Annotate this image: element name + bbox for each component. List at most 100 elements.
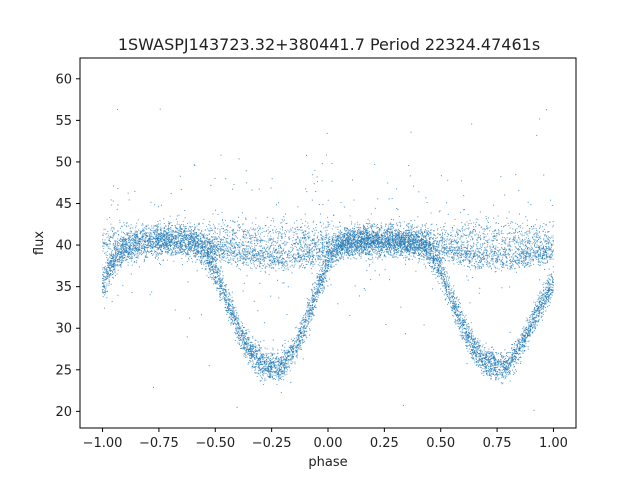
data-point xyxy=(244,344,246,346)
data-point xyxy=(248,362,250,364)
data-point xyxy=(481,357,483,359)
data-point xyxy=(393,223,395,225)
data-point xyxy=(190,246,192,248)
data-point xyxy=(509,365,511,367)
data-point xyxy=(150,241,152,243)
data-point xyxy=(351,243,353,245)
data-point xyxy=(306,325,308,327)
data-point xyxy=(109,262,111,264)
data-point xyxy=(465,332,467,334)
data-point xyxy=(248,351,250,353)
data-point xyxy=(167,245,169,247)
data-point xyxy=(104,276,106,278)
data-point xyxy=(198,235,200,237)
data-point xyxy=(255,354,257,356)
data-point xyxy=(296,349,298,351)
data-point xyxy=(331,240,333,242)
data-point xyxy=(506,375,508,377)
data-point xyxy=(241,325,243,327)
data-point xyxy=(371,233,373,235)
data-point xyxy=(297,347,299,349)
data-point xyxy=(316,299,318,301)
data-point xyxy=(421,233,423,235)
data-point xyxy=(330,263,332,265)
data-point xyxy=(442,285,444,287)
data-point xyxy=(269,362,271,364)
data-point xyxy=(286,358,288,360)
data-point xyxy=(176,244,178,246)
data-point xyxy=(453,321,455,323)
data-point xyxy=(132,234,134,236)
data-point xyxy=(528,329,530,331)
data-point xyxy=(508,370,510,372)
data-point xyxy=(427,227,429,229)
data-point xyxy=(519,356,521,358)
data-point xyxy=(435,271,437,273)
data-point xyxy=(212,268,214,270)
data-point xyxy=(188,241,190,243)
data-point xyxy=(544,306,546,308)
data-point xyxy=(513,361,515,363)
data-point xyxy=(297,344,299,346)
data-point xyxy=(298,348,300,350)
data-point xyxy=(235,310,237,312)
data-point xyxy=(351,241,353,243)
data-point xyxy=(304,328,306,330)
data-point xyxy=(421,251,423,253)
data-point xyxy=(329,259,331,261)
data-point xyxy=(326,265,328,267)
data-point xyxy=(540,304,542,306)
data-point xyxy=(525,336,527,338)
data-point xyxy=(122,257,124,259)
data-point xyxy=(288,346,290,348)
data-point xyxy=(180,250,182,252)
data-point xyxy=(118,242,120,244)
data-point xyxy=(284,368,286,370)
data-point xyxy=(184,240,186,242)
data-point xyxy=(213,278,215,280)
data-point xyxy=(147,250,149,252)
data-point xyxy=(278,367,280,369)
data-point xyxy=(270,355,272,357)
data-point xyxy=(150,238,152,240)
data-point xyxy=(216,287,218,289)
data-point xyxy=(468,329,470,331)
data-point xyxy=(533,323,535,325)
data-point xyxy=(221,292,223,294)
data-point xyxy=(471,328,473,330)
data-point xyxy=(315,286,317,288)
data-point xyxy=(367,244,369,246)
data-point xyxy=(226,296,228,298)
data-point xyxy=(233,312,235,314)
data-point xyxy=(453,301,455,303)
data-point xyxy=(274,361,276,363)
data-point xyxy=(201,268,203,270)
data-point xyxy=(130,257,132,259)
data-point xyxy=(446,277,448,279)
data-point xyxy=(529,334,531,336)
data-point xyxy=(547,280,549,282)
data-point xyxy=(370,240,372,242)
data-point xyxy=(532,327,534,329)
data-point xyxy=(284,372,286,374)
data-point xyxy=(528,321,530,323)
data-point xyxy=(133,234,135,236)
data-point xyxy=(394,240,396,242)
data-point xyxy=(489,375,491,377)
data-point xyxy=(306,319,308,321)
data-point xyxy=(477,360,479,362)
data-point xyxy=(439,275,441,277)
data-point xyxy=(387,233,389,235)
data-point xyxy=(310,297,312,299)
data-point xyxy=(241,330,243,332)
data-point xyxy=(531,327,533,329)
data-point xyxy=(320,284,322,286)
data-point xyxy=(152,244,154,246)
data-point xyxy=(500,352,502,354)
data-point xyxy=(541,295,543,297)
data-point xyxy=(110,257,112,259)
data-point xyxy=(317,288,319,290)
data-point xyxy=(255,339,257,341)
data-point xyxy=(508,365,510,367)
data-point xyxy=(285,364,287,366)
